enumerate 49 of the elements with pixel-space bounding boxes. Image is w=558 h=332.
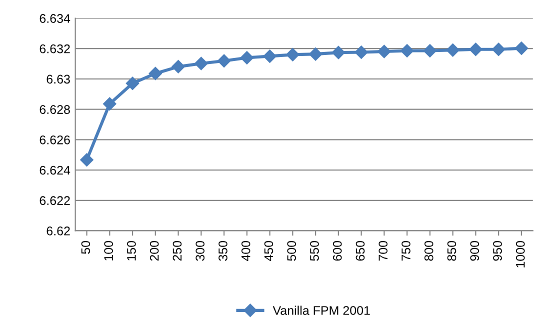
x-tick-label: 850 xyxy=(447,240,456,261)
point xyxy=(492,42,506,56)
legend-label: Vanilla FPM 2001 xyxy=(272,306,370,315)
point xyxy=(103,97,116,110)
point xyxy=(446,44,460,57)
x-tick-label: 200 xyxy=(150,240,159,261)
x-tick-label: 500 xyxy=(287,240,296,261)
point xyxy=(423,44,437,58)
point xyxy=(308,47,322,61)
x-tick-label: 900 xyxy=(470,240,480,261)
point xyxy=(354,46,368,59)
y-tick-label: 6.628 xyxy=(40,105,70,114)
x-tick-label: 550 xyxy=(310,240,319,261)
point xyxy=(172,60,185,74)
point xyxy=(263,50,276,63)
x-tick-label: 250 xyxy=(172,240,182,261)
x-tick-label: 150 xyxy=(127,240,136,260)
y-tick-label: 6.62 xyxy=(46,226,70,236)
x-tick-label: 300 xyxy=(196,240,205,261)
y-tick-label: 6.632 xyxy=(40,44,70,54)
y-tick-label: 6.634 xyxy=(40,14,70,23)
point xyxy=(400,44,414,58)
point xyxy=(514,42,528,55)
point xyxy=(469,42,482,56)
y-tick-label: 6.624 xyxy=(40,166,70,175)
x-tick-label: 350 xyxy=(218,240,228,261)
point xyxy=(286,48,300,62)
x-tick-label: 700 xyxy=(378,240,388,261)
point xyxy=(332,46,346,60)
point xyxy=(240,51,254,64)
x-tick-label: 750 xyxy=(402,240,410,261)
y-tick-label: 6.622 xyxy=(40,196,70,206)
point xyxy=(194,56,208,70)
x-tick-label: 450 xyxy=(264,240,274,262)
point xyxy=(148,66,162,80)
x-tick-label: 50 xyxy=(81,240,90,254)
point xyxy=(217,54,231,68)
point xyxy=(80,153,94,166)
point xyxy=(126,76,140,90)
y-tick-label: 6.626 xyxy=(40,135,70,144)
x-tick-label: 1000 xyxy=(516,240,525,268)
x-tick-label: 800 xyxy=(424,240,434,261)
x-tick-label: 400 xyxy=(241,240,250,262)
x-tick-label: 600 xyxy=(332,240,342,261)
point xyxy=(378,44,391,58)
x-tick-label: 650 xyxy=(356,240,365,261)
x-tick-label: 950 xyxy=(493,240,502,261)
x-tick-label: 100 xyxy=(104,240,113,260)
y-tick-label: 6.63 xyxy=(46,74,70,84)
